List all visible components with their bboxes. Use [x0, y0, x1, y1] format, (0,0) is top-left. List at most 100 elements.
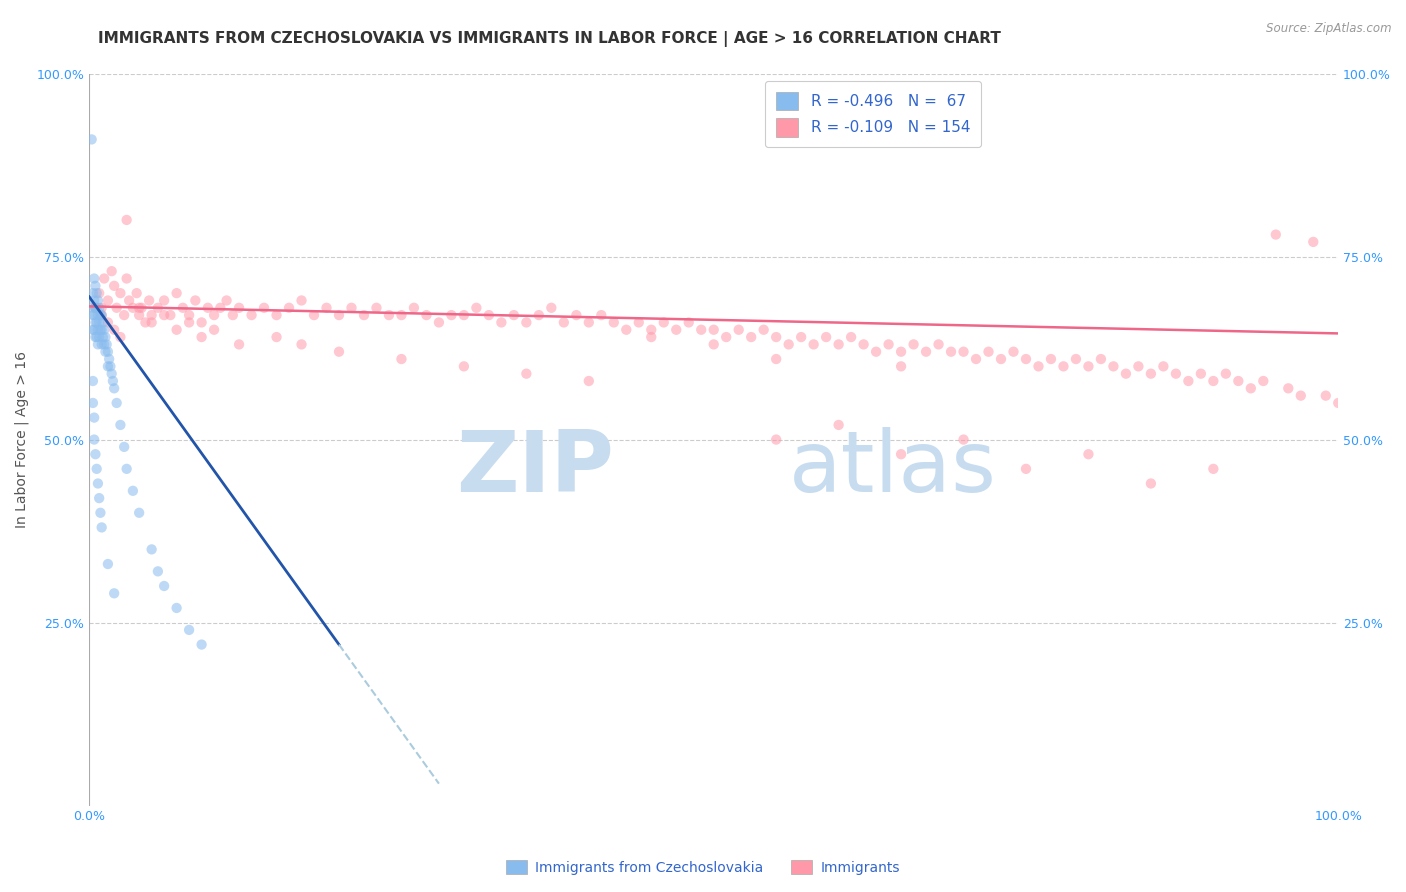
Point	[100, 359, 122, 374]
Point	[565, 308, 588, 322]
Point	[84, 301, 107, 315]
Point	[110, 417, 132, 432]
Point	[83, 433, 105, 447]
Point	[440, 308, 463, 322]
Point	[93, 323, 115, 337]
Point	[90, 308, 112, 322]
Point	[179, 308, 201, 322]
Legend: Immigrants from Czechoslovakia, Immigrants: Immigrants from Czechoslovakia, Immigran…	[501, 855, 905, 880]
Point	[84, 301, 107, 315]
Point	[727, 323, 749, 337]
Point	[1240, 381, 1263, 395]
Point	[1227, 374, 1250, 388]
Point	[82, 374, 104, 388]
Point	[103, 381, 125, 395]
Point	[290, 293, 312, 308]
Point	[1090, 352, 1112, 367]
Text: Source: ZipAtlas.com: Source: ZipAtlas.com	[1267, 22, 1392, 36]
Point	[965, 352, 987, 367]
Point	[478, 308, 501, 322]
Point	[87, 323, 110, 337]
Point	[952, 433, 974, 447]
Point	[153, 308, 176, 322]
Point	[315, 301, 337, 315]
Point	[89, 323, 111, 337]
Point	[89, 330, 111, 344]
Point	[138, 293, 160, 308]
Point	[103, 278, 125, 293]
Point	[98, 352, 121, 367]
Point	[190, 638, 212, 652]
Point	[1215, 367, 1237, 381]
Point	[553, 315, 575, 329]
Point	[790, 330, 813, 344]
Point	[141, 315, 163, 329]
Point	[1164, 367, 1187, 381]
Point	[190, 330, 212, 344]
Point	[278, 301, 301, 315]
Point	[716, 330, 738, 344]
Point	[652, 315, 675, 329]
Point	[91, 315, 114, 329]
Point	[603, 315, 626, 329]
Point	[491, 315, 513, 329]
Point	[253, 301, 276, 315]
Point	[678, 315, 700, 329]
Point	[103, 323, 125, 337]
Point	[290, 337, 312, 351]
Point	[302, 308, 325, 322]
Point	[112, 440, 135, 454]
Point	[97, 557, 120, 571]
Point	[115, 213, 138, 227]
Point	[540, 301, 562, 315]
Point	[402, 301, 425, 315]
Point	[128, 301, 150, 315]
Point	[146, 565, 169, 579]
Point	[166, 286, 188, 301]
Point	[84, 301, 107, 315]
Point	[141, 308, 163, 322]
Point	[97, 344, 120, 359]
Point	[353, 308, 375, 322]
Point	[890, 344, 912, 359]
Point	[740, 330, 762, 344]
Point	[118, 293, 141, 308]
Point	[1152, 359, 1174, 374]
Point	[93, 271, 115, 285]
Point	[952, 344, 974, 359]
Point	[765, 352, 787, 367]
Point	[391, 308, 413, 322]
Point	[1077, 447, 1099, 461]
Point	[1315, 389, 1337, 403]
Point	[103, 586, 125, 600]
Point	[1289, 389, 1312, 403]
Point	[83, 308, 105, 322]
Point	[865, 344, 887, 359]
Point	[1128, 359, 1150, 374]
Point	[84, 330, 107, 344]
Point	[105, 301, 128, 315]
Point	[903, 337, 925, 351]
Point	[578, 374, 600, 388]
Point	[765, 330, 787, 344]
Point	[222, 308, 245, 322]
Point	[153, 293, 176, 308]
Point	[803, 337, 825, 351]
Point	[141, 542, 163, 557]
Point	[125, 286, 148, 301]
Point	[378, 308, 401, 322]
Legend: R = -0.496   N =  67, R = -0.109   N = 154: R = -0.496 N = 67, R = -0.109 N = 154	[765, 81, 981, 147]
Point	[134, 315, 156, 329]
Point	[366, 301, 388, 315]
Point	[614, 323, 637, 337]
Point	[90, 308, 112, 322]
Point	[83, 410, 105, 425]
Point	[89, 286, 111, 301]
Point	[827, 417, 849, 432]
Point	[1115, 367, 1137, 381]
Point	[852, 337, 875, 351]
Point	[179, 623, 201, 637]
Point	[1028, 359, 1050, 374]
Point	[827, 337, 849, 351]
Point	[87, 293, 110, 308]
